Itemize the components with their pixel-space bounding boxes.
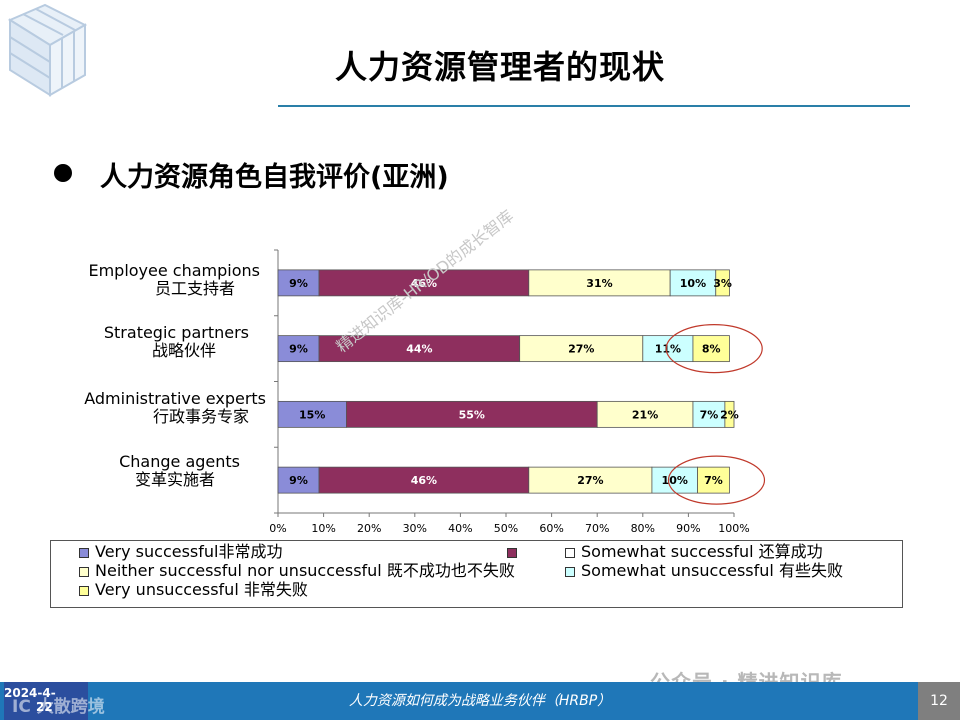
data-label: 11%: [655, 343, 681, 356]
data-label: 15%: [299, 408, 325, 421]
legend-item-4: Very unsuccessful 非常失败: [79, 581, 308, 599]
page-number: 12: [918, 682, 960, 720]
legend-swatch: [79, 585, 89, 596]
category-label-cn: 变革实施者: [134, 470, 215, 489]
bullet-heading: 人力资源角色自我评价(亚洲): [100, 162, 449, 193]
highlight-circle: [665, 324, 763, 374]
bar-segment: [277, 466, 320, 494]
legend-swatch: [79, 566, 89, 577]
data-label: 9%: [289, 474, 308, 487]
title-rule: [278, 105, 910, 107]
data-label: 27%: [568, 343, 594, 356]
bar-segment: [345, 400, 598, 428]
data-label: 21%: [632, 408, 658, 421]
legend-swatch: [507, 547, 517, 558]
category-label-2: Administrative experts 行政事务专家: [66, 390, 266, 426]
data-label: 9%: [289, 343, 308, 356]
legend-swatch: [565, 547, 575, 558]
category-label-en: Employee champions: [88, 261, 260, 280]
legend-label: Somewhat unsuccessful 有些失败: [581, 561, 843, 580]
legend-item-0: Very successful非常成功: [79, 543, 283, 561]
bar-segment: [596, 400, 694, 428]
bar-segment: [651, 466, 698, 494]
legend-swatch: [565, 566, 575, 577]
data-label: 10%: [662, 474, 688, 487]
data-label: 9%: [289, 277, 308, 290]
bar-segment: [277, 335, 320, 363]
bar-segment: [318, 269, 530, 297]
legend-item-1: [507, 543, 523, 561]
data-label: 46%: [411, 474, 437, 487]
data-label: 31%: [586, 277, 612, 290]
x-tick-label: 10%: [311, 522, 335, 535]
footer-date-line1: 2024-4-: [4, 686, 56, 700]
chart-legend: Very successful非常成功 Somewhat successful …: [50, 540, 903, 608]
highlight-circle: [667, 455, 766, 505]
data-label: 10%: [680, 277, 706, 290]
x-tick-label: 90%: [676, 522, 700, 535]
bar-segment: [715, 269, 730, 297]
x-tick-label: 20%: [357, 522, 381, 535]
legend-label: Very unsuccessful 非常失败: [95, 580, 308, 599]
cube-logo: [7, 3, 88, 97]
x-tick-label: 60%: [539, 522, 563, 535]
footer-title: 人力资源如何成为战略业务伙伴（HRBP）: [348, 693, 612, 709]
legend-swatch: [79, 547, 89, 558]
bar-segment: [528, 466, 653, 494]
data-label: 44%: [406, 343, 432, 356]
data-label: 27%: [577, 474, 603, 487]
data-label: 8%: [702, 343, 721, 356]
category-label-cn: 战略伙伴: [151, 341, 216, 360]
category-label-en: Administrative experts: [84, 389, 266, 408]
legend-item-1-text: Somewhat successful 还算成功: [565, 543, 823, 561]
category-label-cn: 员工支持者: [154, 279, 235, 298]
category-label-en: Strategic partners: [103, 323, 249, 342]
data-label: 2%: [720, 408, 739, 421]
data-label: 46%: [411, 277, 437, 290]
data-label: 55%: [459, 408, 485, 421]
bar-segment: [692, 335, 730, 363]
category-label-3: Change agents 变革实施者: [40, 453, 240, 489]
x-tick-label: 30%: [403, 522, 427, 535]
bar-segment: [277, 400, 347, 428]
footer-date: 2024-4- 22: [4, 682, 88, 720]
bar-segment: [318, 466, 530, 494]
category-label-0: Employee champions 员工支持者: [60, 262, 260, 298]
legend-item-3: Somewhat unsuccessful 有些失败: [565, 562, 843, 580]
legend-label: Somewhat successful 还算成功: [581, 542, 823, 561]
legend-label: Very successful非常成功: [95, 542, 283, 561]
legend-label: Neither successful nor unsuccessful 既不成功…: [95, 561, 515, 580]
x-tick-label: 0%: [269, 522, 286, 535]
stacked-bar-chart: 0% 10% 20% 30% 40% 50% 60% 70% 80% 90% 100% 9% 46% 31…: [269, 249, 766, 535]
category-label-cn: 行政事务专家: [152, 407, 249, 426]
bar-segment: [692, 400, 726, 428]
x-tick-label: 50%: [494, 522, 518, 535]
category-label-en: Change agents: [119, 452, 240, 471]
footer-bar: [0, 682, 960, 720]
x-tick-label: 80%: [631, 522, 655, 535]
bar-segment: [642, 335, 694, 363]
x-tick-label: 100%: [718, 522, 749, 535]
footer-date-line2: 22: [36, 700, 53, 714]
bar-segment: [528, 269, 671, 297]
data-label: 7%: [704, 474, 723, 487]
bullet-icon: [54, 164, 72, 182]
data-label: 7%: [700, 408, 719, 421]
bar-segment: [697, 466, 730, 494]
x-tick-label: 70%: [585, 522, 609, 535]
data-label: 3%: [713, 277, 732, 290]
bar-segment: [724, 400, 735, 428]
category-label-1: Strategic partners 战略伙伴: [49, 324, 249, 360]
bar-segment: [519, 335, 644, 363]
slide-title: 人力资源管理者的现状: [334, 48, 665, 86]
x-tick-label: 40%: [448, 522, 472, 535]
bar-segment: [318, 335, 521, 363]
footer-brand-watermark: IC 大散跨境: [12, 697, 105, 717]
legend-item-2: Neither successful nor unsuccessful 既不成功…: [79, 562, 515, 580]
